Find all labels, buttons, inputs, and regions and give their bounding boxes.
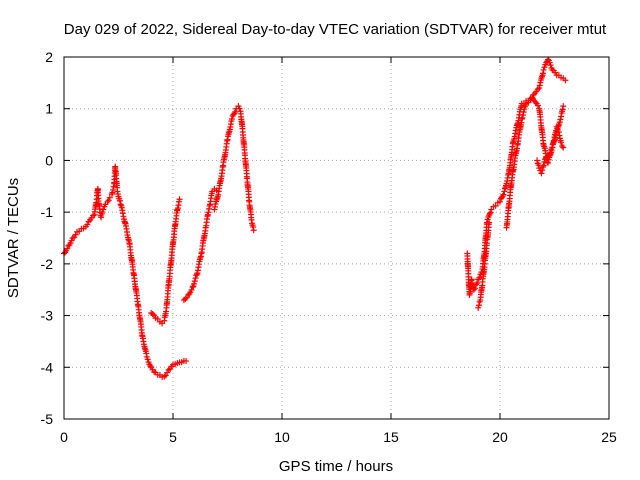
data-point xyxy=(500,191,507,198)
data-point xyxy=(191,280,198,287)
y-tick-label: -3 xyxy=(41,308,54,324)
data-point xyxy=(476,274,483,281)
data-point xyxy=(558,139,565,146)
data-point xyxy=(192,275,199,282)
y-tick-label: -1 xyxy=(41,204,54,220)
data-point xyxy=(557,116,564,123)
data-point xyxy=(236,105,243,112)
data-point xyxy=(534,157,541,164)
data-point xyxy=(144,356,151,363)
data-point xyxy=(553,123,560,130)
x-tick-label: 15 xyxy=(383,429,399,445)
data-point xyxy=(471,285,478,292)
x-axis-label: GPS time / hours xyxy=(279,458,393,475)
data-point xyxy=(520,109,527,116)
y-tick-label: -4 xyxy=(41,359,54,375)
chart-title: Day 029 of 2022, Sidereal Day-to-day VTE… xyxy=(64,21,607,38)
data-point xyxy=(183,358,190,365)
data-point xyxy=(559,143,566,150)
data-point xyxy=(540,162,547,169)
data-point xyxy=(250,227,257,234)
data-point xyxy=(100,206,107,213)
y-tick-label: -5 xyxy=(41,411,54,427)
x-tick-label: 20 xyxy=(492,429,508,445)
data-point xyxy=(474,280,481,287)
data-point xyxy=(487,209,494,216)
data-point xyxy=(228,116,235,123)
data-point xyxy=(232,108,239,115)
data-point xyxy=(147,362,154,369)
data-point xyxy=(520,112,527,119)
data-point xyxy=(116,197,123,204)
data-point xyxy=(176,196,183,203)
data-point xyxy=(486,210,493,217)
data-point xyxy=(165,366,172,373)
data-point xyxy=(98,214,105,221)
data-point xyxy=(560,144,567,151)
data-point xyxy=(486,219,493,226)
data-point xyxy=(106,194,113,201)
data-point xyxy=(519,114,526,121)
x-tick-label: 10 xyxy=(274,429,290,445)
data-point xyxy=(189,284,196,291)
data-point xyxy=(497,198,503,205)
x-tick-label: 25 xyxy=(601,429,617,445)
data-point xyxy=(191,278,198,285)
y-tick-label: 2 xyxy=(45,49,53,65)
data-point xyxy=(188,286,195,293)
data-point xyxy=(562,77,569,84)
data-point xyxy=(547,62,554,69)
data-point xyxy=(84,221,91,228)
data-point xyxy=(534,102,541,109)
data-point xyxy=(541,158,548,165)
data-point xyxy=(540,66,547,73)
data-point xyxy=(518,116,525,123)
grid xyxy=(64,57,609,419)
data-point xyxy=(470,286,477,293)
plot-frame xyxy=(63,56,610,420)
data-point xyxy=(149,311,156,318)
data-point xyxy=(531,97,538,104)
y-tick-label: -2 xyxy=(41,256,54,272)
data-point xyxy=(164,369,171,376)
data-point xyxy=(105,197,112,204)
data-points xyxy=(61,56,569,381)
data-point xyxy=(64,245,71,252)
data-point xyxy=(544,160,551,167)
data-point xyxy=(560,103,567,110)
data-point xyxy=(492,202,499,209)
y-tick-label: 1 xyxy=(45,101,53,117)
data-point xyxy=(538,170,545,177)
y-tick-label: 0 xyxy=(45,152,53,168)
x-tick-label: 5 xyxy=(169,429,177,445)
y-axis-label: SDTVAR / TECUs xyxy=(5,178,22,298)
data-point xyxy=(182,295,189,302)
ticks: 0 5 10 15 20 25 -5 -4 -3 -2 -1 0 1 2 xyxy=(41,49,617,445)
data-point xyxy=(535,162,542,169)
data-point xyxy=(547,149,554,156)
data-point xyxy=(475,302,482,309)
data-point xyxy=(539,167,546,174)
x-tick-label: 0 xyxy=(60,429,68,445)
